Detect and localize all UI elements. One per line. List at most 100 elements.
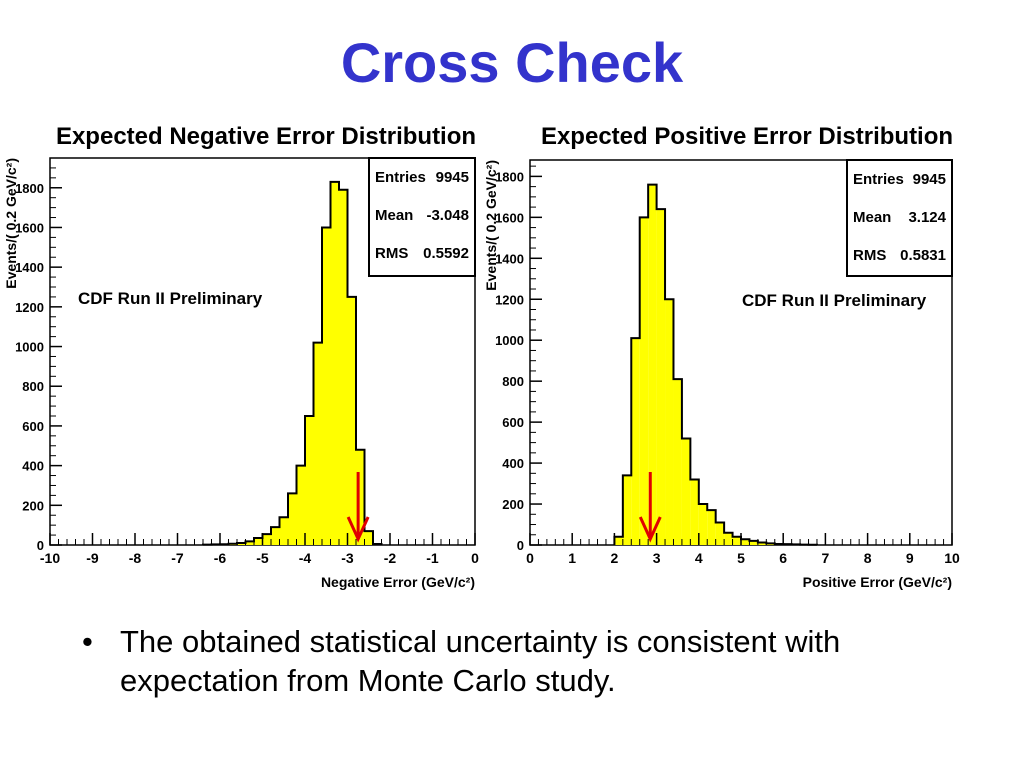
histogram-bar — [364, 531, 373, 545]
histogram-bar — [749, 540, 758, 545]
y-tick-label: 600 — [22, 419, 44, 434]
bullet-marker: • — [82, 624, 93, 659]
y-tick-label: 1200 — [495, 292, 524, 307]
stats-label: Entries — [853, 171, 904, 188]
preliminary-label: CDF Run II Preliminary — [78, 289, 263, 308]
histogram-bar — [622, 475, 632, 545]
histogram-bar — [288, 493, 297, 545]
y-tick-label: 800 — [502, 374, 524, 389]
chart-title: Expected Positive Error Distribution — [541, 123, 953, 150]
x-axis-label: Negative Error (GeV/c²) — [321, 574, 475, 590]
histogram-bar — [639, 217, 649, 545]
y-tick-label: 1600 — [495, 210, 524, 225]
x-tick-label: 3 — [653, 550, 661, 566]
y-axis-label: Events/( 0.2 GeV/c²) — [483, 160, 499, 291]
stats-value: -3.048 — [426, 207, 469, 224]
preliminary-label: CDF Run II Preliminary — [742, 291, 927, 310]
x-tick-label: -10 — [40, 550, 60, 566]
x-tick-label: 6 — [779, 550, 787, 566]
x-tick-label: 4 — [695, 550, 703, 566]
x-tick-label: 8 — [864, 550, 872, 566]
y-tick-label: 1600 — [15, 220, 44, 235]
stats-label: Mean — [853, 209, 891, 226]
positive-error-histogram: Expected Positive Error Distribution 0 1 2 3… — [483, 123, 960, 590]
y-tick-label: 200 — [22, 498, 44, 513]
histogram-bar — [271, 527, 280, 545]
stats-value: 3.124 — [908, 209, 946, 226]
histogram-bar — [631, 338, 640, 545]
negative-error-histogram: Expected Negative Error Distribution-10-… — [3, 123, 479, 590]
histogram-bar — [724, 532, 733, 545]
y-tick-label: 1000 — [15, 340, 44, 355]
y-tick-label: 200 — [502, 497, 524, 512]
histogram-bar — [732, 536, 741, 545]
y-tick-label: 1400 — [495, 251, 524, 266]
histogram-bar — [681, 438, 691, 545]
histogram-bar — [245, 541, 254, 545]
y-tick-label: 400 — [22, 459, 44, 474]
y-tick-label: 800 — [22, 379, 44, 394]
y-tick-label: 1000 — [495, 333, 524, 348]
slide-title: Cross Check — [340, 31, 684, 94]
histogram-bar — [673, 379, 682, 545]
x-tick-label: 2 — [611, 550, 619, 566]
arrow-head — [638, 516, 662, 543]
histogram-bar — [339, 189, 348, 545]
x-tick-label: 10 — [944, 550, 960, 566]
x-tick-label: -4 — [299, 550, 312, 566]
histogram-bar — [690, 479, 699, 545]
x-tick-label: -8 — [129, 550, 142, 566]
x-tick-label: -6 — [214, 550, 227, 566]
histogram-bar — [707, 510, 716, 545]
bars — [614, 184, 817, 545]
x-tick-label: 1 — [568, 550, 576, 566]
stats-box-frame — [368, 157, 476, 277]
histogram-bar — [648, 184, 657, 545]
x-tick-label: -7 — [171, 550, 184, 566]
x-tick-label: 9 — [906, 550, 914, 566]
histogram-bar — [715, 522, 725, 545]
y-tick-label: 1800 — [495, 169, 524, 184]
y-tick-label: 0 — [517, 538, 524, 553]
x-tick-label: -9 — [86, 550, 99, 566]
x-tick-label: 7 — [822, 550, 830, 566]
x-tick-label: -5 — [256, 550, 269, 566]
y-tick-label: 1800 — [15, 181, 44, 196]
histogram-bar — [296, 465, 305, 545]
stats-value: 0.5831 — [900, 247, 946, 264]
x-tick-label: -2 — [384, 550, 397, 566]
stats-box: Entries 9945 Mean -3.048 RMS 0.5592 — [368, 157, 476, 277]
y-tick-label: 0 — [37, 538, 44, 553]
stats-label: Entries — [375, 169, 426, 186]
histogram-bar — [698, 504, 708, 545]
stats-box-frame — [846, 159, 953, 277]
y-tick-label: 1400 — [15, 260, 44, 275]
chart-title: Expected Negative Error Distribution — [56, 123, 476, 150]
histogram-bar — [254, 538, 263, 545]
x-tick-label: -3 — [341, 550, 354, 566]
histogram-bar — [330, 181, 339, 546]
y-tick-label: 600 — [502, 415, 524, 430]
histogram-bar — [305, 416, 314, 545]
histogram-bar — [347, 296, 356, 545]
stats-value: 9945 — [436, 169, 469, 186]
histogram-outline — [202, 180, 383, 546]
y-tick-label: 1200 — [15, 300, 44, 315]
y-axis-label: Events/( 0.2 GeV/c²) — [3, 158, 19, 289]
arrow-head — [346, 516, 370, 543]
bullet-text: The obtained statistical uncertainty is … — [120, 624, 841, 698]
histogram-bar — [656, 209, 666, 545]
x-axis-label: Positive Error (GeV/c²) — [803, 574, 952, 590]
stats-label: RMS — [853, 247, 886, 264]
y-tick-label: 400 — [502, 456, 524, 471]
stats-value: 9945 — [913, 171, 946, 188]
histogram-bar — [262, 534, 271, 545]
histogram-bar — [279, 517, 288, 545]
stats-label: Mean — [375, 207, 413, 224]
x-tick-label: 0 — [471, 550, 479, 566]
histogram-bar — [757, 542, 767, 545]
x-tick-label: 5 — [737, 550, 745, 566]
histogram-bar — [313, 342, 322, 545]
x-tick-label: 0 — [526, 550, 534, 566]
x-tick-label: -1 — [426, 550, 439, 566]
